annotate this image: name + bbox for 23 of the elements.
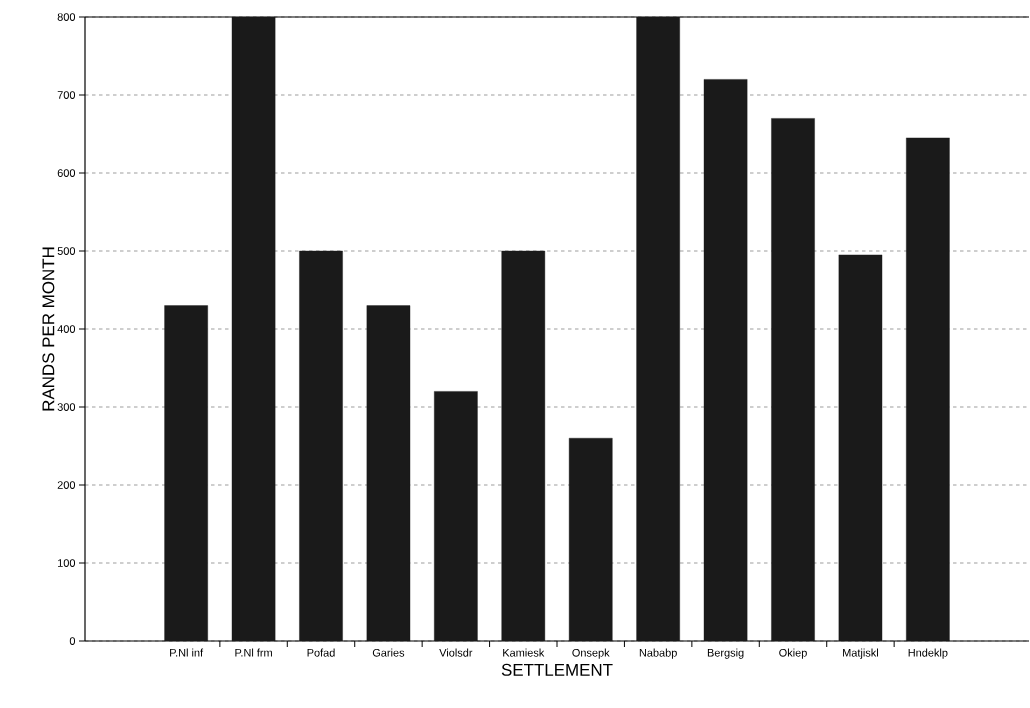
x-tick-label: P.Nl frm — [235, 648, 272, 657]
y-tick-label: 400 — [57, 325, 76, 333]
y-tick-label: 800 — [57, 13, 76, 21]
x-tick-label: Bergsig — [707, 648, 744, 659]
x-axis-title: SETTLEMENT — [501, 663, 613, 676]
x-tick-label: Matjiskl — [843, 648, 878, 659]
y-tick-label: 600 — [57, 169, 76, 177]
y-tick-label: 0 — [69, 637, 76, 645]
x-tick-label: Pofad — [307, 648, 335, 657]
y-tick-label: 500 — [57, 247, 76, 255]
x-tick-label: Nababp — [639, 648, 677, 659]
y-tick-label: 200 — [57, 481, 76, 489]
y-tick-label: 100 — [58, 559, 76, 567]
x-tick-label: Hndeklp — [908, 648, 948, 659]
x-tick-label: Okiep — [779, 648, 807, 659]
y-axis-title: RANDS PER MONTH — [42, 247, 55, 411]
x-tick-label: Onsepk — [572, 648, 610, 659]
x-tick-label: Garies — [372, 648, 405, 657]
x-tick-label: Kamiesk — [503, 648, 545, 657]
y-tick-label: 300 — [57, 403, 76, 411]
y-tick-label: 700 — [57, 91, 76, 99]
x-tick-label: Violsdr — [439, 648, 473, 657]
x-tick-label: P.Nl inf — [170, 648, 204, 657]
